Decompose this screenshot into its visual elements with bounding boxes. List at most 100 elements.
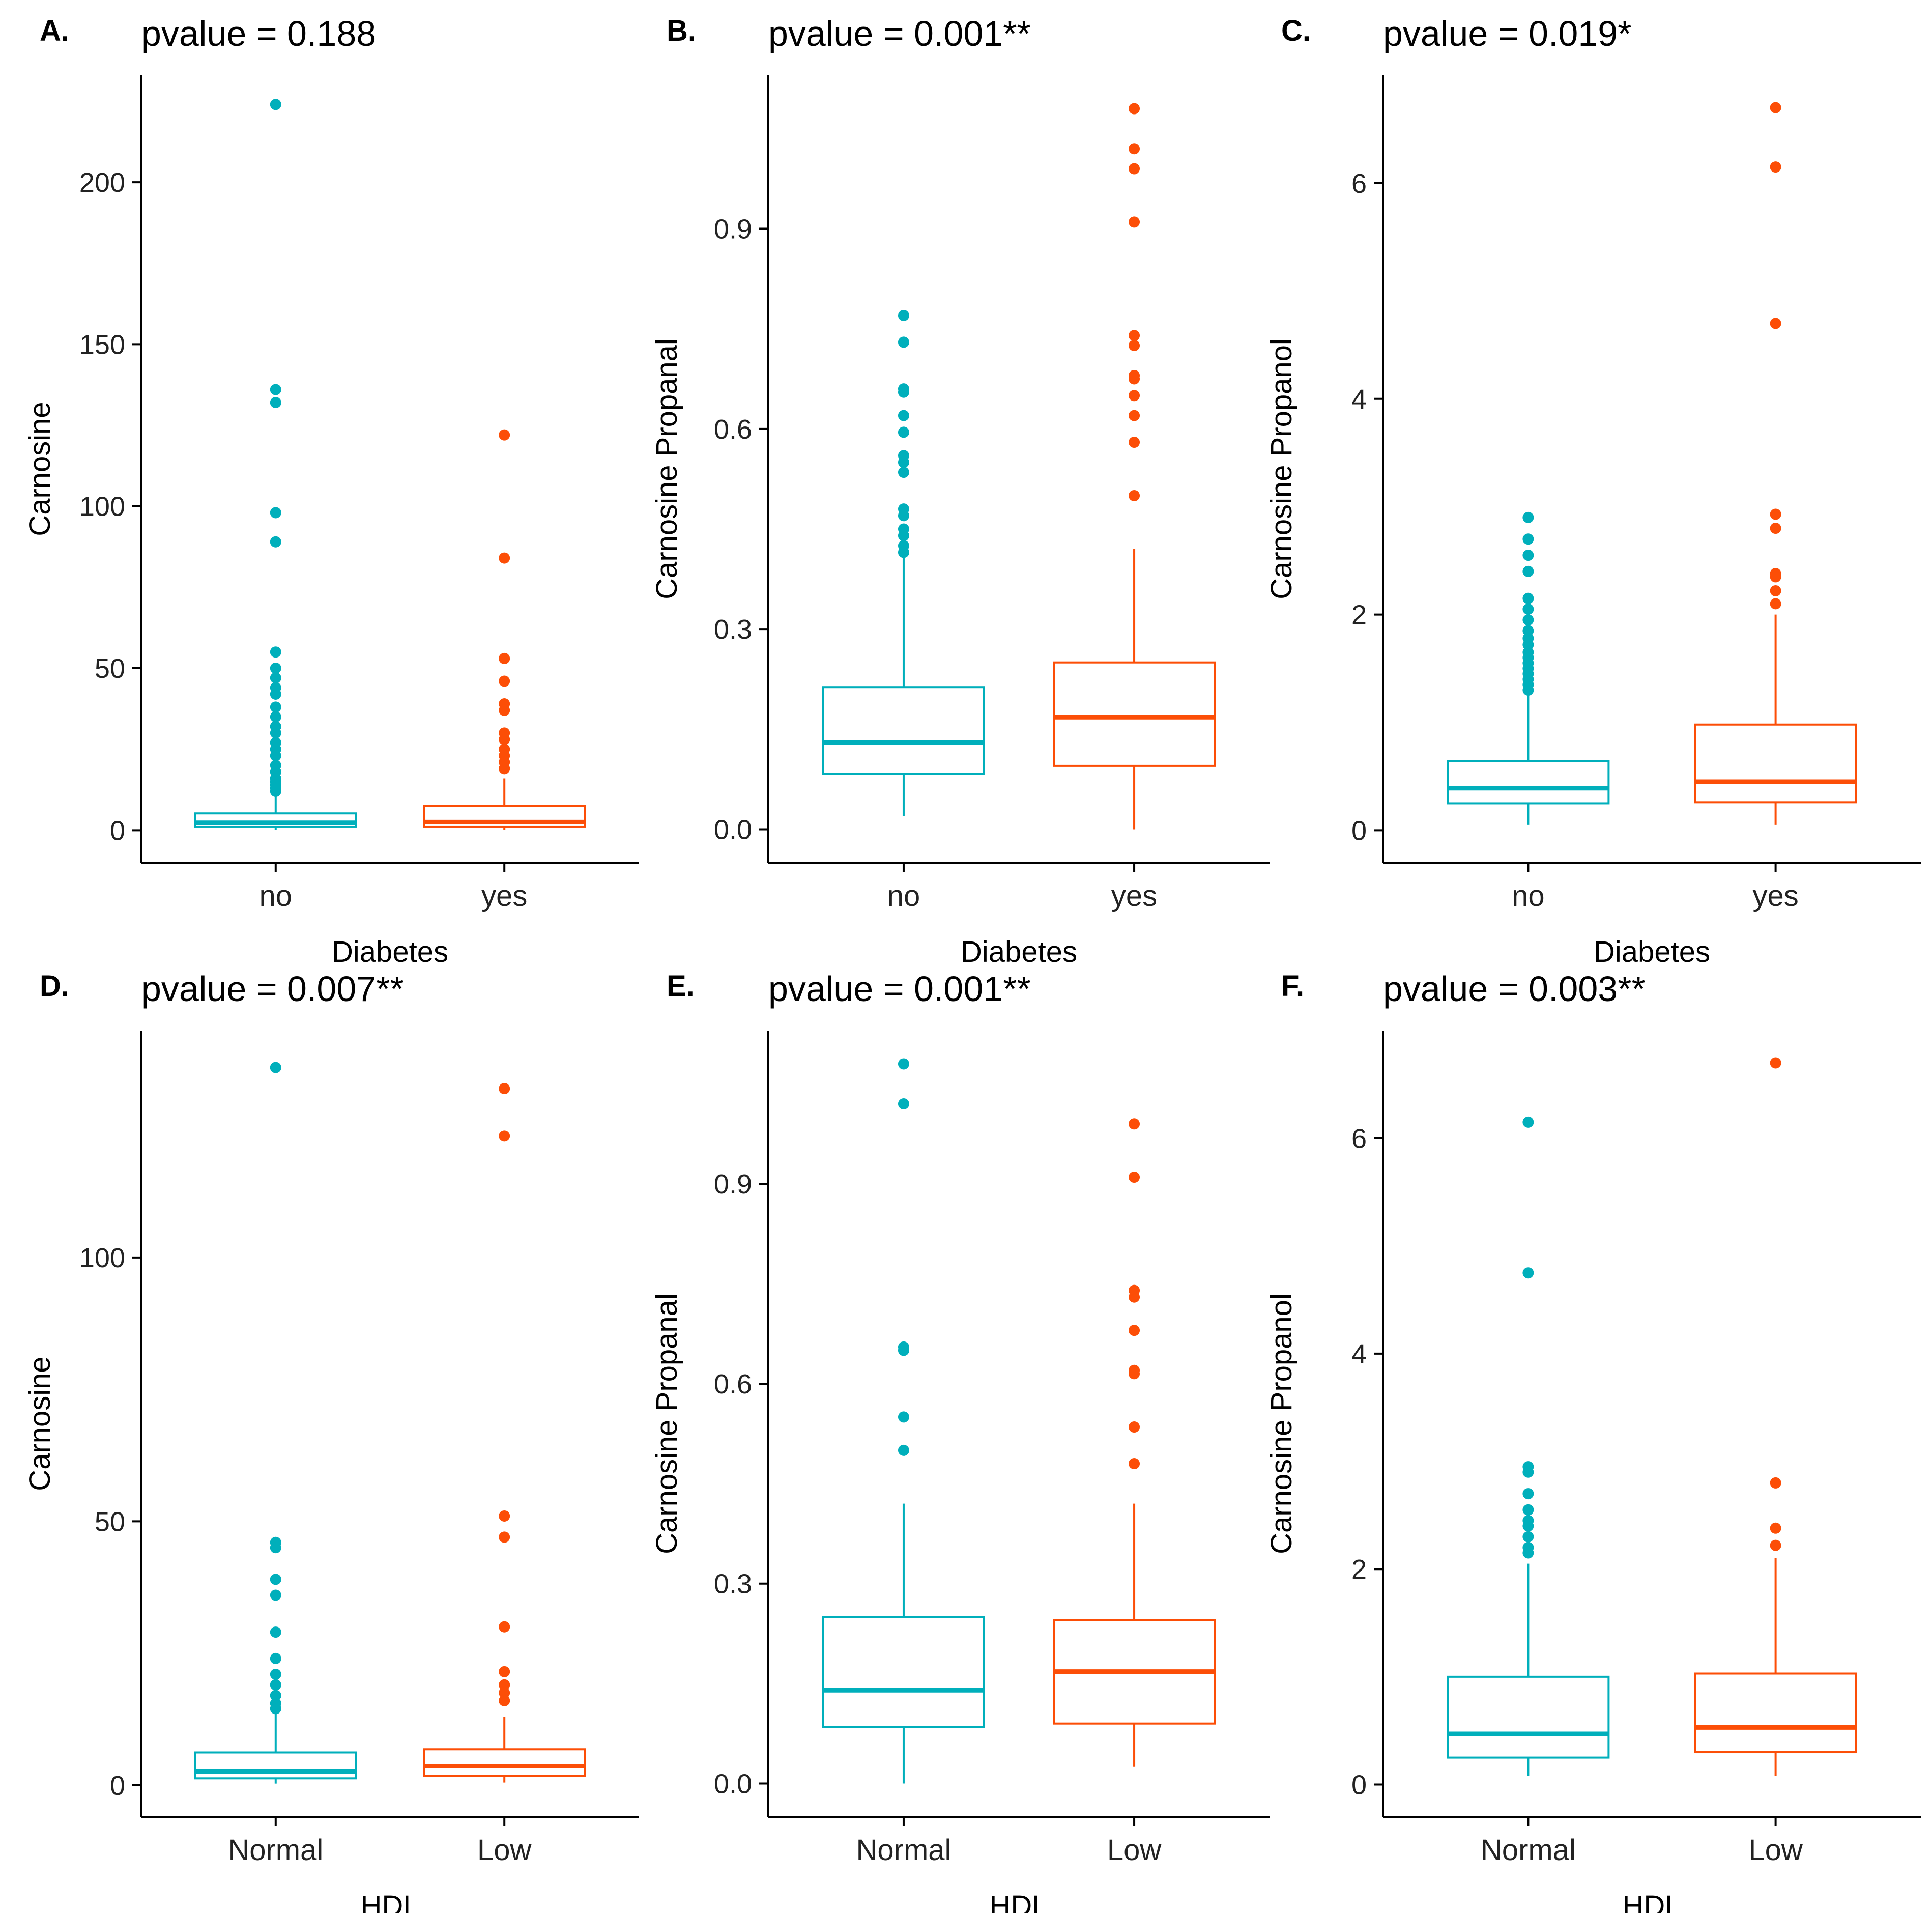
box-iqr xyxy=(1053,661,1216,767)
outlier-point xyxy=(1770,318,1781,329)
panel-label: E. xyxy=(667,969,695,1003)
outlier-point xyxy=(1522,1116,1534,1128)
x-tick-label: Normal xyxy=(856,1834,951,1867)
panel-title: pvalue = 0.001** xyxy=(768,14,1031,53)
outlier-point xyxy=(1770,161,1781,173)
outlier-point xyxy=(1129,373,1140,385)
outlier-point xyxy=(898,336,909,348)
outlier-point xyxy=(270,701,281,713)
x-axis-title: Diabetes xyxy=(961,935,1077,968)
box-group-low: Low xyxy=(1053,1118,1216,1867)
y-tick-label: 0.3 xyxy=(714,614,752,645)
outlier-point xyxy=(270,1542,281,1554)
y-tick-label: 0.6 xyxy=(714,414,752,445)
outlier-point xyxy=(270,1626,281,1638)
outlier-point xyxy=(1770,508,1781,520)
outlier-point xyxy=(898,426,909,438)
outlier-point xyxy=(1129,339,1140,351)
outlier-point xyxy=(1129,1118,1140,1130)
outlier-point xyxy=(898,309,909,321)
outlier-point xyxy=(1770,1539,1781,1551)
outlier-point xyxy=(1129,1291,1140,1303)
outlier-point xyxy=(1129,410,1140,421)
box-iqr xyxy=(822,686,985,775)
panel-label: B. xyxy=(667,14,696,47)
x-tick-label: no xyxy=(887,879,920,912)
outlier-point xyxy=(499,704,510,716)
box-group-no: no xyxy=(194,99,357,912)
outlier-point xyxy=(270,688,281,700)
outlier-point xyxy=(898,1098,909,1110)
box-group-no: no xyxy=(1447,511,1610,912)
panel-e: E. pvalue = 0.001** 0.0 0.3 0.6 0.9 Carnosine … xyxy=(650,969,1270,1913)
box-iqr xyxy=(1447,1675,1610,1759)
outlier-point xyxy=(1770,1477,1781,1489)
box-group-no: no xyxy=(822,309,985,912)
box-group-yes: yes xyxy=(1053,103,1216,912)
box-iqr xyxy=(1447,760,1610,805)
outlier-point xyxy=(1522,1520,1534,1532)
panel-title: pvalue = 0.003** xyxy=(1383,969,1646,1009)
box-iqr xyxy=(1694,1672,1857,1754)
outlier-point xyxy=(1522,603,1534,615)
outlier-point xyxy=(499,1531,510,1543)
y-tick-label: 0 xyxy=(110,815,125,846)
y-tick-label: 2 xyxy=(1351,1554,1367,1585)
x-tick-label: yes xyxy=(1752,879,1798,912)
panel-title: pvalue = 0.188 xyxy=(141,14,376,53)
x-axis-title: Diabetes xyxy=(332,935,448,968)
box-iqr xyxy=(1694,723,1857,804)
panel-label: C. xyxy=(1281,14,1311,47)
x-tick-label: Low xyxy=(477,1834,532,1867)
outlier-point xyxy=(1770,571,1781,583)
outlier-point xyxy=(499,1687,510,1699)
outlier-point xyxy=(898,1058,909,1070)
outlier-point xyxy=(270,1690,281,1701)
outlier-point xyxy=(1522,614,1534,626)
outlier-point xyxy=(898,530,909,541)
outlier-point xyxy=(1522,684,1534,696)
outlier-point xyxy=(499,1679,510,1691)
panel-f: F. pvalue = 0.003** 0 2 4 6 Carnosine Propanol… xyxy=(1265,969,1921,1913)
outlier-point xyxy=(270,384,281,395)
outlier-point xyxy=(1522,1504,1534,1516)
outlier-point xyxy=(1522,1466,1534,1478)
outlier-point xyxy=(499,1695,510,1706)
y-tick-label: 0.9 xyxy=(714,214,752,245)
box-iqr xyxy=(194,812,357,828)
y-tick-label: 50 xyxy=(95,653,125,684)
outlier-point xyxy=(270,663,281,674)
outlier-point xyxy=(1129,1458,1140,1470)
outlier-point xyxy=(499,1130,510,1142)
outlier-point xyxy=(1522,533,1534,545)
x-tick-label: no xyxy=(1512,879,1545,912)
outlier-point xyxy=(270,1703,281,1715)
box-group-normal: Normal xyxy=(822,1058,985,1867)
y-tick-label: 200 xyxy=(79,167,125,198)
panel-label: F. xyxy=(1281,969,1304,1003)
x-tick-label: Low xyxy=(1107,1834,1162,1867)
outlier-point xyxy=(270,536,281,548)
outlier-point xyxy=(1129,490,1140,501)
outlier-point xyxy=(499,652,510,664)
outlier-point xyxy=(898,410,909,421)
box-group-normal: Normal xyxy=(1447,1116,1610,1867)
y-axis-title: Carnosine xyxy=(23,1356,56,1491)
outlier-point xyxy=(499,552,510,564)
outlier-point xyxy=(499,763,510,775)
y-tick-label: 0 xyxy=(1351,1770,1367,1801)
x-axis-title: HDL xyxy=(360,1890,419,1913)
panel-c: C. pvalue = 0.019* 0 2 4 6 Carnosine Propanol D… xyxy=(1265,14,1921,968)
box-group-yes: yes xyxy=(423,429,586,912)
y-tick-label: 0 xyxy=(1351,815,1367,846)
y-tick-label: 4 xyxy=(1351,384,1367,415)
y-axis-title: Carnosine Propanol xyxy=(1265,338,1298,599)
box-group-yes: yes xyxy=(1694,102,1857,912)
x-axis-title: HDL xyxy=(989,1890,1048,1913)
outlier-point xyxy=(1129,163,1140,175)
x-tick-label: yes xyxy=(1111,879,1157,912)
outlier-point xyxy=(1129,390,1140,402)
y-axis-title: Carnosine Propanol xyxy=(1265,1293,1298,1554)
